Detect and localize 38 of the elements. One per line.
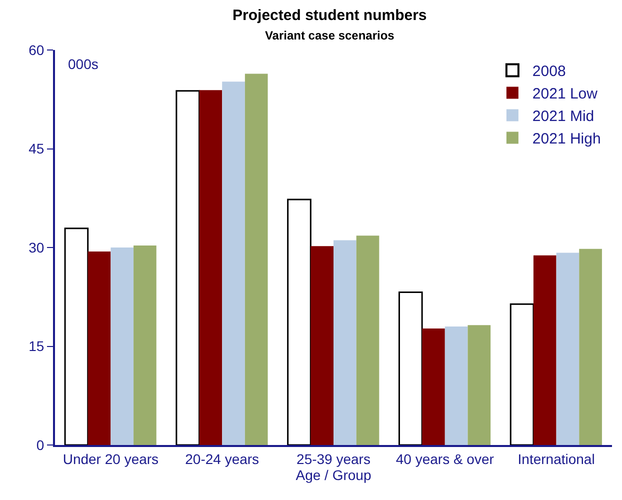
bar [510, 303, 534, 445]
annotation: 000s [68, 56, 98, 72]
y-tick-label: 45 [28, 140, 44, 157]
legend-label: 2021 High [532, 130, 601, 148]
legend-label: 2021 Mid [532, 108, 594, 126]
y-tick-label: 0 [36, 436, 44, 453]
legend-label: 2008 [532, 63, 566, 80]
bar [398, 292, 423, 445]
x-tick-label: 25-39 years [296, 450, 370, 467]
y-tick-label: 30 [28, 239, 44, 256]
chart-subtitle: Variant case scenarios [264, 28, 395, 42]
bar [310, 246, 334, 445]
x-tick-label: 40 years & over [396, 450, 494, 467]
bar [176, 90, 200, 445]
bar [244, 74, 268, 445]
bar [422, 328, 445, 445]
x-tick-label: Under 20 years [62, 450, 159, 467]
bar [533, 255, 556, 445]
bar [64, 228, 89, 445]
x-tick-label: International [518, 450, 595, 467]
legend-label: 2021 Low [532, 86, 598, 103]
chart-title: Projected student numbers [232, 7, 427, 24]
bar [110, 248, 134, 445]
bar [444, 326, 468, 445]
bar [134, 246, 156, 445]
y-tick-label: 60 [28, 42, 44, 58]
bar [556, 252, 580, 445]
x-tick-label: 20-24 years [185, 450, 260, 467]
bar [222, 82, 245, 445]
bar [199, 90, 222, 445]
bar [334, 240, 356, 445]
bar [287, 198, 312, 445]
bar [88, 251, 111, 445]
bar [468, 325, 491, 445]
bar [579, 248, 602, 445]
bar [356, 236, 380, 445]
y-tick-label: 15 [28, 338, 44, 354]
x-axis-title: Age / Group [296, 466, 372, 483]
